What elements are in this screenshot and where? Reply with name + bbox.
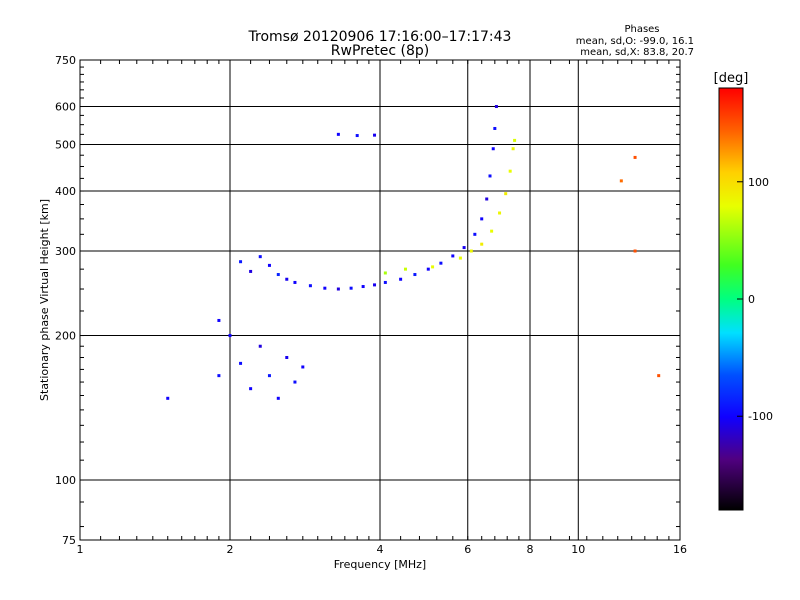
colorbar-label: [deg] [714,71,749,86]
data-point-x [403,267,407,271]
data-point-o [228,334,232,338]
chart-title: Tromsø 20120906 17:16:00–17:17:43 [248,29,512,45]
data-point-o [373,133,377,137]
data-point-o [239,260,243,264]
phase-legend: Phases mean, sd,O: -99.0, 16.1 mean, sd,… [576,24,694,58]
colorbar-tick-label: 0 [748,293,755,306]
data-point-o [301,365,305,369]
phase-legend-title: Phases [624,24,659,35]
colorbar-tick-label: 100 [748,176,769,189]
data-point-x [633,249,637,253]
data-point-x [431,265,435,269]
data-point-o [293,280,297,284]
x-tick-label: 16 [673,543,687,556]
x-tick-label: 2 [227,543,234,556]
colorbar-ticks: 100 0 -100 [737,176,773,423]
data-point-x [458,256,462,260]
data-point-x [480,242,484,246]
y-tick-label: 300 [55,245,76,258]
data-point-o [336,132,340,136]
data-point-o [239,361,243,365]
y-tick-label: 750 [55,54,76,67]
data-point-o [361,285,365,289]
data-point-o [249,387,253,391]
x-tick-label: 10 [571,543,585,556]
data-point-o [480,217,484,221]
data-point-o [217,374,221,378]
data-point-o [249,269,253,273]
data-point-o [336,287,340,291]
y-tick-label: 400 [55,185,76,198]
data-point-o [485,197,489,201]
data-point-o [293,380,297,384]
data-point-o [491,147,495,151]
data-point-o [373,283,377,287]
data-point-o [267,374,271,378]
data-point-o [473,232,477,236]
data-point-o [488,174,492,178]
data-point-o [462,246,466,250]
colorbar-tick-label: -100 [748,410,773,423]
x-tick-label: 1 [77,543,84,556]
data-point-o [494,105,498,109]
y-axis: 75 100 200 300 400 500 600 750 [55,54,680,547]
data-point-o [308,284,312,288]
data-point-x [619,179,623,183]
colorbar: [deg] 100 0 -100 [714,71,773,511]
data-point-o [426,267,430,271]
data-point-o [276,396,280,400]
y-tick-label: 200 [55,330,76,343]
data-point-o [276,273,280,277]
data-point-o [493,126,497,130]
data-point-o [267,263,271,267]
chart-subtitle: RwPretec (8p) [331,43,429,59]
data-point-x [633,155,637,159]
data-point-x [508,169,512,173]
data-point-x [657,374,661,378]
data-point-o [323,286,327,290]
data-point-o [285,277,289,281]
data-point-o [355,134,359,138]
grid-lines [80,60,680,540]
data-point-o [451,254,455,258]
data-point-x [504,192,508,196]
y-tick-label: 75 [62,534,76,547]
data-point-o [383,280,387,284]
x-tick-label: 4 [377,543,384,556]
y-tick-label: 500 [55,139,76,152]
data-point-x [498,211,502,215]
x-axis: 1 2 4 6 8 10 16 [77,60,687,556]
data-point-o [166,396,170,400]
data-point-o [258,344,262,348]
data-point-x [383,271,387,275]
phase-legend-x: mean, sd,X: 83.8, 20.7 [580,47,694,58]
plot-area: 1 2 4 6 8 10 16 75 100 200 300 400 500 600 750 [55,54,687,556]
x-axis-label: Frequency [MHz] [334,558,426,571]
y-tick-label: 100 [55,474,76,487]
data-points [166,105,661,400]
data-point-o [399,277,403,281]
data-point-o [349,286,353,290]
x-tick-label: 8 [527,543,534,556]
y-axis-label: Stationary phase Virtual Height [km] [38,199,51,401]
x-tick-label: 6 [464,543,471,556]
data-point-x [490,229,494,233]
data-point-o [439,261,443,265]
y-tick-label: 600 [55,101,76,114]
data-point-o [285,355,289,359]
data-point-o [413,273,417,277]
phase-legend-o: mean, sd,O: -99.0, 16.1 [576,36,694,47]
data-point-x [513,138,517,142]
data-point-o [258,255,262,259]
data-point-o [217,318,221,322]
data-point-x [511,147,515,151]
data-point-x [469,249,473,253]
